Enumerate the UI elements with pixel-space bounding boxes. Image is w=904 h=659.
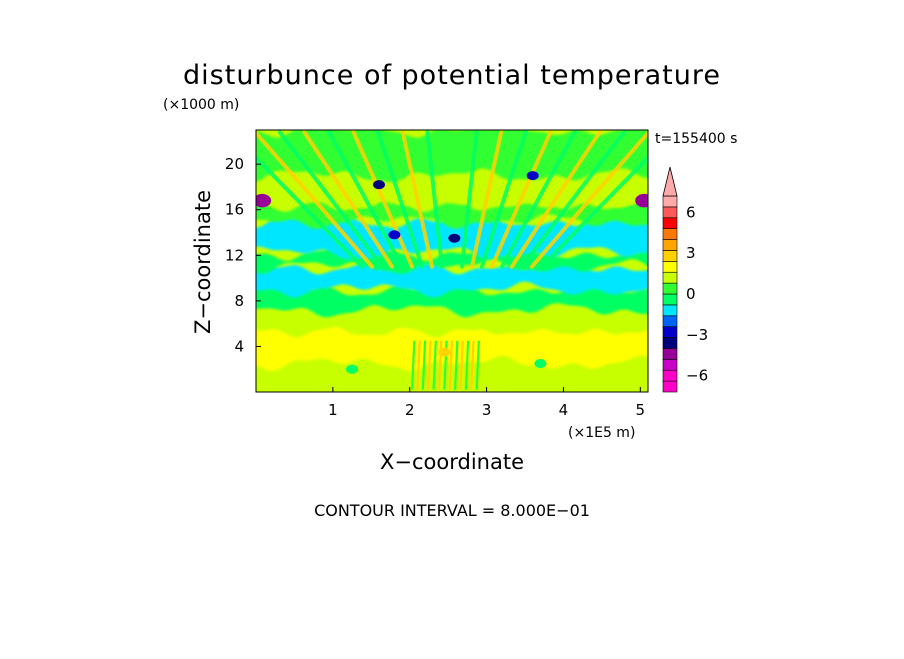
contour-feature	[534, 359, 547, 369]
y-tick-label: 12	[225, 246, 244, 264]
x-tick-label: 4	[559, 401, 569, 419]
contour-band	[256, 282, 648, 318]
x-axis: 1 2 3 4 5	[328, 387, 645, 419]
y-tick-label: 20	[225, 155, 244, 173]
chart-title: disturbunce of potential temperature	[183, 60, 721, 91]
colorbar-box	[662, 217, 678, 229]
colorbar-tick-label: 0	[686, 285, 696, 303]
wave-streak	[529, 130, 648, 269]
colorbar-box	[662, 359, 678, 371]
contour-band	[256, 130, 648, 183]
contour-interval-label: CONTOUR INTERVAL = 8.000E−01	[314, 501, 590, 520]
wave-streak	[327, 130, 405, 269]
contour-feature	[448, 233, 461, 243]
surface-streak	[416, 340, 421, 390]
wave-streak	[425, 130, 445, 269]
colorbar-box	[662, 293, 678, 306]
x-axis-label: X−coordinate	[380, 450, 524, 474]
wave-streak	[459, 130, 479, 269]
contour-feature	[526, 171, 539, 181]
surface-streak	[448, 340, 454, 390]
colorbar-box	[662, 250, 678, 262]
colorbar-box	[662, 239, 678, 251]
x-tick-label: 1	[328, 401, 338, 419]
colorbar-box	[662, 206, 678, 219]
surface-streak	[470, 340, 475, 390]
contour-feature	[256, 193, 272, 208]
wave-streak	[351, 130, 415, 269]
colorbar-box	[662, 326, 678, 338]
surface-streak	[459, 340, 464, 390]
colorbar-box	[662, 195, 678, 208]
y-axis: 4 8 12 16 20	[225, 155, 261, 355]
surface-streak	[464, 340, 470, 390]
wave-streak	[256, 130, 375, 269]
plot-frame	[255, 129, 649, 393]
colorbar-box	[662, 271, 678, 284]
colorbar-tick-label: 6	[686, 203, 696, 221]
colorbar-box	[662, 348, 678, 360]
surface-streak	[410, 340, 416, 390]
x-tick-label: 2	[405, 401, 415, 419]
x-tick-label: 5	[636, 401, 646, 419]
contour-band	[256, 245, 648, 275]
wave-streak	[519, 130, 627, 269]
colorbar-box	[662, 304, 678, 317]
wave-streak	[277, 130, 385, 269]
surface-streak	[432, 340, 437, 390]
x-tick-label: 3	[482, 401, 492, 419]
contour-feature	[388, 230, 401, 240]
colorbar-tick-label: −6	[686, 367, 708, 385]
surface-streak	[453, 340, 459, 390]
contour-feature	[346, 364, 359, 374]
colorbar-tick-label: 3	[686, 244, 696, 262]
colorbar: 6 3 0 −3 −6	[662, 166, 708, 393]
contour-feature	[372, 180, 385, 190]
surface-streak	[475, 340, 481, 390]
contour-feature	[438, 347, 451, 357]
wave-streak	[400, 130, 435, 269]
colorbar-box	[662, 380, 678, 393]
wave-streak	[509, 130, 602, 269]
time-label: t=155400 s	[655, 131, 737, 147]
y-tick-label: 8	[234, 292, 244, 310]
surface-streak	[421, 340, 427, 390]
wave-streak	[479, 130, 528, 269]
colorbar-box	[662, 337, 678, 349]
y-tick-label: 4	[234, 337, 244, 355]
colorbar-box	[662, 228, 678, 240]
wave-streak	[469, 130, 504, 269]
wave-streak	[489, 130, 553, 269]
contour-band	[256, 198, 648, 229]
wave-streak	[499, 130, 577, 269]
wave-streak	[256, 155, 365, 269]
surface-streak	[427, 340, 432, 390]
x-unit-label: (×1E5 m)	[568, 425, 635, 441]
contour-feature	[635, 193, 648, 208]
colorbar-box	[662, 315, 678, 327]
contour-field	[256, 130, 648, 392]
wave-streak	[302, 130, 395, 269]
colorbar-box	[662, 261, 678, 273]
y-axis-label: Z−coordinate	[191, 190, 215, 334]
colorbar-extend-top	[662, 166, 678, 197]
wave-streak	[539, 155, 648, 269]
colorbar-box	[662, 282, 678, 295]
colorbar-box	[662, 369, 678, 382]
z-unit-label: (×1000 m)	[163, 97, 239, 113]
wave-streak	[376, 130, 425, 269]
colorbar-tick-label: −3	[686, 326, 708, 344]
y-tick-label: 16	[225, 201, 244, 219]
